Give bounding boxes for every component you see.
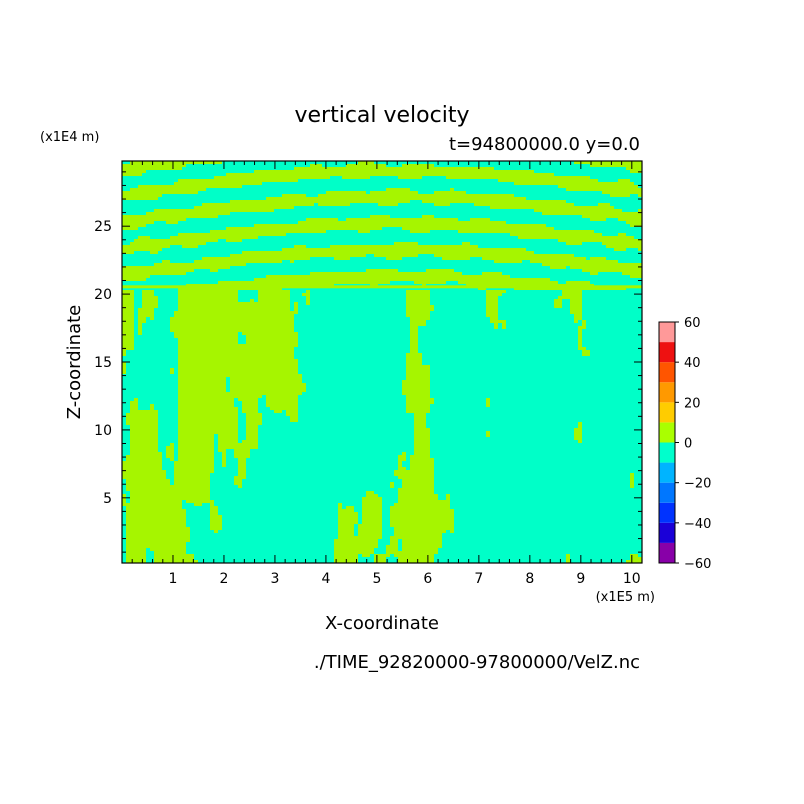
colorbar: 60 40 20 0 −20 −40 −60 — [658, 316, 711, 572]
velocity-field — [122, 161, 642, 563]
colorbar-cell — [659, 442, 675, 463]
x-tick-label: 5 — [372, 571, 381, 587]
colorbar-cell — [659, 362, 675, 383]
y-tick-label: 5 — [103, 491, 112, 507]
x-ticks: 1 2 3 4 5 6 7 8 9 10 — [131, 161, 643, 587]
x-axis-label: X-coordinate — [325, 613, 439, 634]
colorbar-cell — [659, 322, 675, 343]
x-tick-label: 2 — [219, 571, 228, 587]
y-tick-label: 20 — [94, 287, 112, 303]
chart-title: vertical velocity — [294, 103, 469, 128]
colorbar-cell — [659, 542, 675, 563]
colorbar-tick-label: 20 — [684, 396, 701, 411]
colorbar-ticks: 60 40 20 0 −20 −40 −60 — [675, 316, 711, 572]
x-tick-label: 9 — [576, 571, 585, 587]
x-unit-label: (x1E5 m) — [596, 590, 655, 605]
x-tick-label: 7 — [474, 571, 483, 587]
chart-subtitle: t=94800000.0 y=0.0 — [449, 134, 640, 155]
x-tick-label: 6 — [423, 571, 432, 587]
colorbar-cell — [659, 422, 675, 443]
x-tick-label: 10 — [623, 571, 641, 587]
x-tick-label: 4 — [321, 571, 330, 587]
y-tick-label: 25 — [94, 219, 112, 235]
y-ticks: 5 10 15 20 25 — [94, 171, 642, 553]
y-tick-label: 15 — [94, 355, 112, 371]
colorbar-cell — [659, 382, 675, 403]
colorbar-cells — [659, 322, 675, 563]
y-axis-label: Z-coordinate — [64, 305, 85, 420]
x-tick-label: 8 — [525, 571, 534, 587]
band-base-line — [122, 285, 642, 289]
x-tick-label: 1 — [169, 571, 178, 587]
plot-area: 1 2 3 4 5 6 7 8 9 10 5 10 15 20 25 — [94, 160, 643, 587]
colorbar-tick-label: 60 — [684, 316, 701, 331]
positive-velocity-region — [122, 161, 642, 563]
y-unit-label: (x1E4 m) — [40, 130, 99, 145]
colorbar-tick-label: −20 — [684, 477, 711, 492]
colorbar-cell — [659, 482, 675, 503]
colorbar-cell — [659, 462, 675, 483]
colorbar-cell — [659, 502, 675, 523]
source-file-label: ./TIME_92820000-97800000/VelZ.nc — [314, 652, 640, 673]
x-tick-label: 3 — [270, 571, 279, 587]
colorbar-tick-label: 0 — [684, 437, 692, 452]
colorbar-tick-label: −60 — [684, 557, 711, 572]
colorbar-tick-label: 40 — [684, 356, 701, 371]
colorbar-tick-label: −40 — [684, 517, 711, 532]
colorbar-cell — [659, 342, 675, 363]
y-tick-label: 10 — [94, 423, 112, 439]
colorbar-cell — [659, 522, 675, 543]
colorbar-cell — [659, 402, 675, 423]
